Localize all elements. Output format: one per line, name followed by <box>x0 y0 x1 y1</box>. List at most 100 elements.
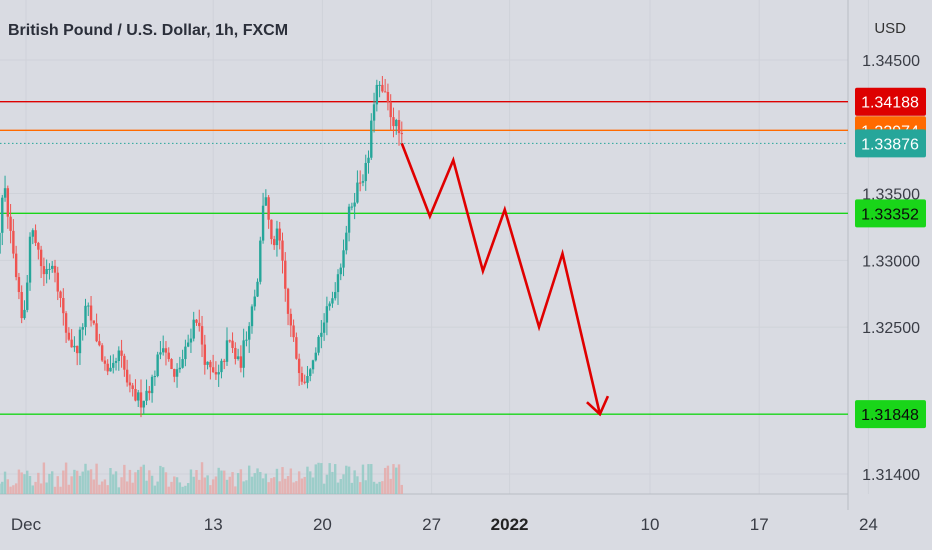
candle-body <box>189 338 193 343</box>
candle-body <box>209 361 212 368</box>
volume-bar <box>84 463 87 494</box>
candle-body <box>78 329 82 354</box>
volume-bar <box>178 482 182 494</box>
candle-body <box>356 182 359 203</box>
volume-bar <box>347 466 351 494</box>
candle-body <box>361 181 365 183</box>
volume-bar <box>134 472 137 494</box>
volume-bar <box>223 470 226 494</box>
candle-body <box>392 117 395 127</box>
candle-body <box>250 306 254 327</box>
x-tick-label: 20 <box>313 515 332 534</box>
volume-bar <box>317 462 320 494</box>
x-tick-label: 13 <box>204 515 223 534</box>
volume-bar <box>278 481 281 494</box>
volume-bar <box>336 482 340 494</box>
forecast-arrowhead <box>586 395 610 417</box>
volume-bar <box>284 478 287 494</box>
volume-bar <box>159 465 162 494</box>
candle-body <box>134 388 137 401</box>
volume-bar <box>289 468 293 494</box>
volume-bar <box>372 481 376 494</box>
price-badge: 1.33352 <box>855 199 926 228</box>
candle-body <box>309 369 312 377</box>
volume-bar <box>28 475 32 494</box>
candle-body <box>103 360 107 364</box>
candle-body <box>211 367 215 373</box>
candle-body <box>397 119 401 134</box>
volume-bar <box>45 482 48 494</box>
volume-bar <box>125 481 129 494</box>
volume-bar <box>358 482 362 494</box>
volume-bar <box>6 479 10 494</box>
candle-body <box>375 84 379 105</box>
candle-body <box>173 369 176 377</box>
volume-bar <box>20 472 23 494</box>
volume-bar <box>292 482 295 494</box>
volume-bar <box>98 484 101 494</box>
volume-bar <box>309 471 312 494</box>
candle-body <box>353 202 356 207</box>
volume-bar <box>170 481 173 494</box>
candle-body <box>117 350 121 362</box>
volume-bar <box>100 481 104 494</box>
y-axis: 1.34500 1.33500 1.33000 1.32500 1.31400 <box>862 53 920 484</box>
volume-bar <box>14 483 18 494</box>
candle-body <box>386 92 390 102</box>
volume-bar <box>195 470 198 494</box>
candle-body <box>214 372 218 375</box>
candle-body <box>56 272 59 292</box>
candle-body <box>20 292 23 319</box>
volume-bar <box>56 476 59 494</box>
candle-body <box>131 385 134 389</box>
candle-body <box>350 206 354 208</box>
candle-body <box>84 305 87 328</box>
candle-body <box>114 361 118 363</box>
candle-body <box>400 133 403 135</box>
candle-body <box>70 339 73 348</box>
candle-body <box>53 265 57 273</box>
volume-bar <box>311 477 315 494</box>
candle-body <box>256 281 259 297</box>
price-badge-label: 1.34188 <box>861 95 919 112</box>
volume-bar <box>67 484 71 494</box>
candle-body <box>331 298 334 304</box>
volume-bar <box>186 483 190 494</box>
volume-bar <box>389 478 392 494</box>
candle-body <box>314 352 317 361</box>
volume-bar <box>300 478 304 494</box>
candle-body <box>150 376 154 394</box>
candle-body <box>284 260 287 289</box>
x-axis: Dec 13 20 27 2022 10 17 24 <box>11 515 878 534</box>
candle-body <box>34 230 37 243</box>
y-tick-label: 1.33500 <box>862 187 920 204</box>
volume-bar <box>334 464 337 494</box>
volume-bar <box>286 476 290 494</box>
candle-body <box>14 253 18 278</box>
volume-bar <box>272 477 276 494</box>
candle-body <box>125 369 129 383</box>
candle-body <box>186 342 190 347</box>
volume-bar <box>209 485 212 494</box>
candle-body <box>28 236 32 283</box>
candle-body <box>231 340 234 348</box>
volume-bar <box>264 473 268 494</box>
price-badge-label: 1.31848 <box>861 407 919 424</box>
candle-body <box>322 322 326 333</box>
volume-bar <box>322 483 326 494</box>
candle-body <box>206 361 209 365</box>
x-tick-label: 27 <box>422 515 441 534</box>
volume-bar <box>39 483 43 494</box>
volume-bar <box>328 463 331 494</box>
candle-body <box>320 332 323 337</box>
price-badge: 1.31848 <box>855 400 926 429</box>
candle-body <box>42 266 46 275</box>
candle-body <box>198 322 201 327</box>
candle-body <box>253 296 256 307</box>
candle-body <box>267 197 270 220</box>
volume-bar <box>320 463 323 494</box>
candle-body <box>306 376 309 383</box>
